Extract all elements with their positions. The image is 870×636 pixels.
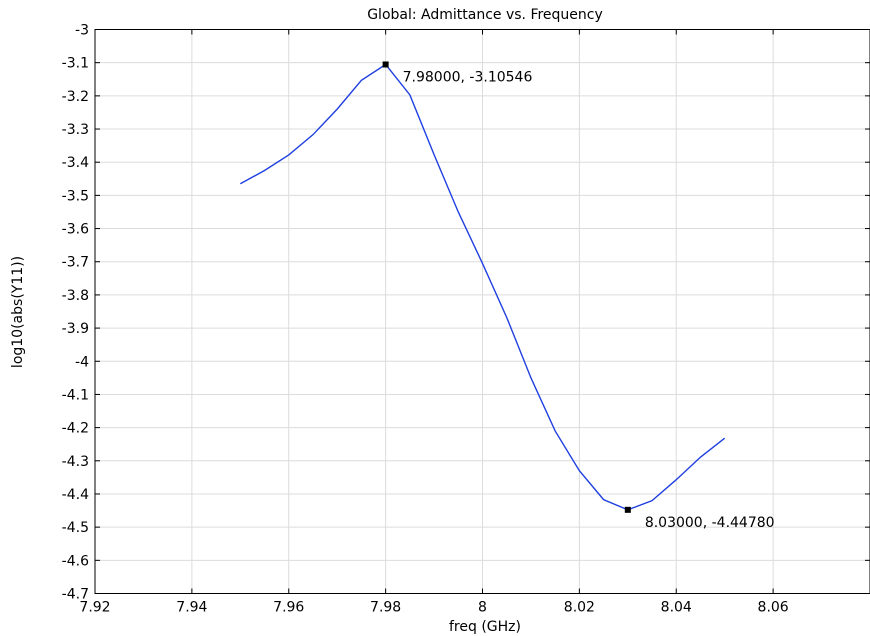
annotations: 7.98000, -3.10546 8.03000, -4.44780: [382, 61, 775, 531]
y-tick-label: -3.3: [62, 122, 89, 138]
x-tick-label: 8.06: [758, 600, 789, 616]
y-tick-label: -4.7: [62, 587, 89, 603]
annotation-label: 8.03000, -4.44780: [645, 515, 775, 531]
y-tick-label: -3.2: [62, 89, 89, 105]
y-tick-label: -4.4: [62, 487, 89, 503]
y-tick-label: -4.1: [62, 387, 89, 403]
y-axis-title: log10(abs(Y11)): [10, 256, 26, 368]
y-tick-label: -3.1: [62, 56, 89, 72]
x-tick-label: 8: [478, 600, 487, 616]
y-tick-label: -3.5: [62, 188, 89, 204]
series-line: [239, 63, 726, 511]
y-tick-label: -3.6: [62, 222, 89, 238]
x-tick-label: 7.96: [273, 600, 304, 616]
y-tick-label: -3.4: [62, 155, 89, 171]
y-tick-label: -4.6: [62, 553, 89, 569]
chart-title: Global: Admittance vs. Frequency: [367, 7, 603, 23]
y-tick-label: -4.5: [62, 520, 89, 536]
y-tick-label: -3.9: [62, 321, 89, 337]
y-axis: -3 -3.1 -3.2 -3.3 -3.4 -3.5 -3.6 -3.7 -3.8 -3.9 -4…: [62, 23, 870, 603]
annotation-marker: [624, 506, 631, 513]
y-tick-label: -4: [75, 354, 89, 370]
x-tick-label: 8.02: [564, 600, 595, 616]
x-tick-label: 8.04: [661, 600, 692, 616]
x-tick-label: 7.92: [79, 600, 110, 616]
y-tick-label: -4.2: [62, 421, 89, 437]
plot-area: [239, 63, 726, 511]
x-axis-title: freq (GHz): [449, 619, 521, 635]
y-tick-label: -3.7: [62, 255, 89, 271]
y-tick-label: -3.8: [62, 288, 89, 304]
x-tick-label: 7.94: [176, 600, 207, 616]
y-tick-label: -3: [75, 23, 89, 39]
grid-lines: [94, 29, 870, 594]
x-tick-label: 7.98: [370, 600, 401, 616]
x-axis: 7.92 7.94 7.96 7.98 8 8.02 8.04 8.06: [79, 29, 789, 616]
annotation-label: 7.98000, -3.10546: [403, 69, 533, 85]
annotation-marker: [382, 61, 389, 68]
y-tick-label: -4.3: [62, 454, 89, 470]
